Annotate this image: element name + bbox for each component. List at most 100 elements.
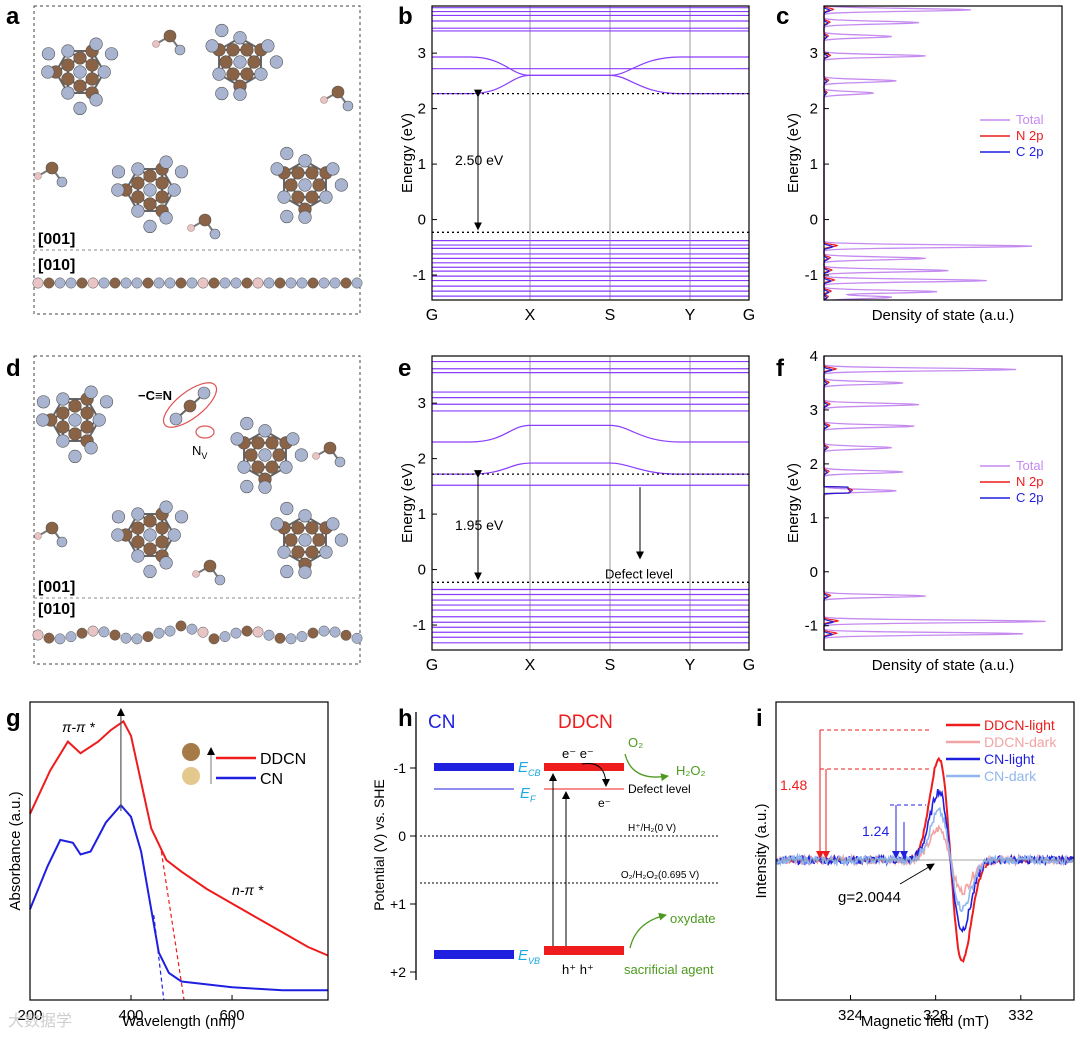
side-atom: [66, 278, 76, 288]
nitrogen-atom: [281, 565, 294, 578]
nitrogen-atom: [262, 40, 275, 53]
carbon-atom: [266, 437, 279, 450]
y-tick-label: 4: [810, 348, 818, 365]
nitrogen-atom: [90, 38, 103, 51]
nitrogen-atom: [105, 48, 118, 61]
nitrogen-atom: [57, 537, 67, 547]
nitrogen-atom: [299, 211, 312, 224]
nitrogen-atom: [335, 179, 348, 192]
carbon-atom: [144, 170, 157, 183]
side-atom: [187, 278, 197, 288]
nitrogen-atom: [216, 87, 229, 100]
nitrogen-atom: [271, 163, 284, 176]
band-line: [432, 75, 749, 93]
carbon-atom: [248, 56, 261, 69]
nitrogen-atom: [74, 102, 87, 115]
side-atom: [110, 278, 120, 288]
carbon-atom: [74, 52, 87, 65]
nitrogen-atom: [132, 205, 145, 218]
nitrogen-atom: [144, 529, 157, 542]
panel-label-i: i: [756, 705, 763, 732]
side-atom: [143, 278, 153, 288]
nitrogen-atom: [132, 508, 145, 521]
side-atom: [297, 278, 307, 288]
direction-010-d: [010]: [38, 601, 75, 618]
direction-010-a: [010]: [38, 257, 75, 274]
carbon-atom: [57, 407, 70, 420]
side-atom: [297, 631, 307, 641]
nitrogen-atom: [112, 529, 125, 542]
nitrogen-atom: [281, 502, 294, 515]
h2-reference-label: H⁺/H₂(0 V): [628, 823, 676, 834]
cn-title: CN: [428, 712, 455, 733]
carbon-atom: [199, 214, 211, 226]
side-atom: [286, 634, 296, 644]
nitrogen-atom: [160, 501, 173, 514]
molecule-top-view-d: [35, 386, 348, 585]
carbon-atom: [313, 179, 326, 192]
legend-label: N 2p: [1016, 474, 1043, 489]
side-atom: [341, 630, 351, 640]
nitrogen-atom: [62, 45, 75, 58]
gap-label: 1.95 eV: [455, 517, 504, 533]
nitrogen-atom: [327, 163, 340, 176]
sacrificial-label: sacrificial agent: [624, 962, 714, 977]
nitrogen-atom: [42, 48, 55, 61]
electron-defect-label: e⁻: [598, 796, 611, 810]
carbon-atom: [332, 86, 344, 98]
nitrogen-atom: [93, 414, 106, 427]
nitrogen-atom: [69, 450, 82, 463]
legend-label: DDCN-light: [984, 717, 1055, 733]
carbon-atom: [324, 442, 336, 454]
side-atom: [165, 626, 175, 636]
cn-conduction-band: [434, 763, 514, 771]
side-atom: [154, 628, 164, 638]
carbon-atom: [306, 191, 319, 204]
y-tick-label: -1: [805, 618, 818, 635]
side-atom: [88, 626, 98, 636]
side-atom: [308, 278, 318, 288]
y-tick-label: 0: [810, 564, 818, 581]
nitrogen-atom: [112, 166, 125, 179]
g-value-label: g=2.0044: [838, 889, 901, 906]
h-tick-label: 0: [398, 828, 406, 844]
y-axis-label: Energy (eV): [785, 113, 802, 193]
carbon-atom: [227, 68, 240, 81]
holes-label: h⁺ h⁺: [562, 962, 594, 977]
carbon-atom: [204, 560, 216, 572]
side-atom: [77, 278, 87, 288]
x-tick-label: X: [525, 657, 536, 674]
nitrogen-atom: [37, 396, 50, 409]
panel-label-f: f: [776, 355, 785, 382]
cn-sample-photo: [182, 767, 200, 785]
nitrogen-atom: [335, 457, 345, 467]
h-tick-label: -1: [394, 760, 407, 776]
hydrogen-atom: [35, 173, 42, 180]
side-atom: [209, 278, 219, 288]
carbon-atom: [285, 179, 298, 192]
x-axis-label: Density of state (a.u.): [872, 657, 1015, 674]
nitrogen-atom: [271, 518, 284, 531]
band-line: [432, 425, 749, 442]
side-atom: [99, 627, 109, 637]
molecule-side-view-d: [33, 621, 362, 644]
side-atom: [220, 631, 230, 641]
nitrogen-atom: [42, 66, 55, 79]
side-atom: [242, 626, 252, 636]
nitrogen-atom: [57, 435, 70, 448]
nitrogen-atom: [281, 210, 294, 223]
y-tick-label: 3: [418, 45, 426, 62]
o2-reference-label: O₂/H₂O₂(0.695 V): [621, 870, 699, 881]
side-atom: [55, 278, 65, 288]
hydrogen-atom: [321, 97, 328, 104]
h-tick-label: +1: [390, 896, 406, 912]
x-tick-label: Y: [685, 307, 696, 324]
nitrogen-atom: [175, 511, 188, 524]
legend-label: CN-light: [984, 751, 1035, 767]
nitrogen-atom: [281, 147, 294, 160]
side-atom: [121, 633, 131, 643]
defect-level-label: Defect level: [628, 782, 691, 796]
